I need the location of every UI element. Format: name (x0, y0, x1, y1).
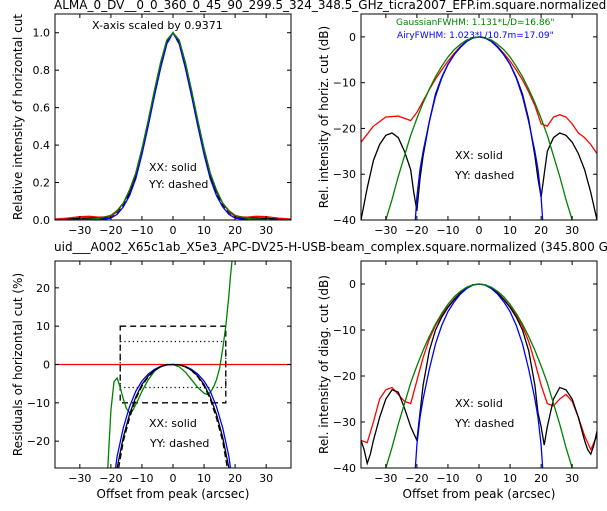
y-axis-label: Relative intensity of horizontal cut (11, 14, 25, 220)
x-tick-label: 10 (503, 472, 517, 485)
y-tick-label: 0.8 (33, 64, 51, 77)
series-line-3 (55, 31, 291, 220)
figure-title-mid: uid___A002_X65c1ab_X5e3_APC-DV25-H-USB-b… (54, 240, 607, 254)
x-tick-label: −10 (130, 224, 153, 237)
legend-entry: AiryFWHM: 1.023*L/10.7m=17.09" (397, 31, 554, 41)
annotation: YY: dashed (454, 417, 514, 430)
y-tick-label: −40 (333, 462, 356, 475)
y-tick-label: −10 (333, 324, 356, 337)
legend-entry: GaussianFWHM: 1.131*L/D=16.86" (396, 18, 554, 28)
x-tick-label: 0 (170, 224, 177, 237)
x-tick-label: 30 (565, 224, 579, 237)
x-tick-label: 30 (259, 224, 273, 237)
series-line-1 (361, 283, 597, 466)
x-tick-label: 30 (565, 472, 579, 485)
x-tick-label: −10 (436, 472, 459, 485)
y-tick-label: 0.2 (33, 177, 51, 190)
x-tick-label: 20 (228, 472, 242, 485)
series-line-3 (385, 283, 573, 468)
x-tick-label: −30 (68, 472, 91, 485)
annotation: YY: dashed (454, 169, 514, 182)
series-line-0 (55, 31, 291, 220)
y-tick-label: 0 (349, 278, 356, 291)
series-line-2 (414, 283, 544, 468)
x-tick-label: 20 (534, 472, 548, 485)
series-line-1 (55, 31, 291, 220)
series-line-3 (385, 36, 573, 220)
y-tick-label: −10 (27, 397, 50, 410)
panel-top-left: −30 −20 −10 0 10 20 30 0.0 0.2 0.4 0.6 0.8 1.0 Relati… (11, 13, 292, 237)
x-axis-label: Offset from peak (arcsec) (403, 487, 556, 501)
annotation: XX: solid (149, 161, 197, 174)
plot-area (55, 261, 291, 468)
series-line-4 (55, 31, 291, 220)
x-tick-label: −10 (436, 224, 459, 237)
axes-frame (360, 13, 598, 221)
x-tick-label: 0 (476, 224, 483, 237)
plot-area (361, 36, 597, 220)
annotation: YY: dashed (149, 437, 209, 450)
y-tick-label: 0 (43, 359, 50, 372)
x-tick-label: 30 (259, 472, 273, 485)
x-tick-label: 10 (197, 472, 211, 485)
series-line-3 (116, 363, 230, 468)
x-tick-label: −20 (99, 472, 122, 485)
y-tick-label: 10 (36, 320, 50, 333)
y-tick-label: −40 (333, 214, 356, 227)
x-tick-label: 20 (228, 224, 242, 237)
panels: −30 −20 −10 0 10 20 30 0.0 0.2 0.4 0.6 0.8 1.0 Relati… (11, 13, 598, 501)
y-tick-label: 0.6 (33, 102, 51, 115)
annotation: YY: dashed (148, 178, 208, 191)
y-tick-label: −20 (333, 122, 356, 135)
plot-area (361, 283, 597, 468)
y-tick-label: 0.4 (33, 139, 51, 152)
x-tick-label: 0 (170, 472, 177, 485)
x-tick-label: −10 (130, 472, 153, 485)
y-axis-label: Rel. intensity of horiz. cut (dB) (317, 26, 331, 208)
annotation: XX: solid (149, 417, 197, 430)
y-tick-label: −20 (333, 370, 356, 383)
figure-title-top: ALMA_0_DV__0_0_360_0_45_90_299.5_324_348… (54, 0, 606, 12)
y-tick-label: 0 (349, 31, 356, 44)
plot-area (55, 31, 291, 220)
x-tick-label: −30 (374, 224, 397, 237)
series-line-1 (361, 36, 597, 220)
x-tick-label: −20 (99, 224, 122, 237)
x-tick-label: 10 (197, 224, 211, 237)
x-axis-label: Offset from peak (arcsec) (97, 487, 250, 501)
x-tick-label: −20 (405, 224, 428, 237)
y-tick-label: −20 (27, 435, 50, 448)
y-tick-label: −30 (333, 168, 356, 181)
x-tick-label: −30 (374, 472, 397, 485)
x-tick-label: −30 (68, 224, 91, 237)
y-tick-label: 0.0 (33, 214, 51, 227)
y-tick-label: −10 (333, 77, 356, 90)
x-tick-label: 0 (476, 472, 483, 485)
x-tick-label: 20 (534, 224, 548, 237)
series-line-2 (414, 36, 544, 220)
y-tick-label: −30 (333, 416, 356, 429)
axes-frame (360, 260, 598, 469)
y-tick-label: 20 (36, 282, 50, 295)
y-axis-label: Rel. intensity of diag. cut (dB) (317, 275, 331, 454)
y-tick-label: 1.0 (33, 27, 51, 40)
y-axis-label: Residuals of horizontal cut (%) (11, 273, 25, 456)
x-tick-label: 10 (503, 224, 517, 237)
annotation: XX: solid (455, 397, 503, 410)
annotation: X-axis scaled by 0.9371 (92, 19, 223, 32)
x-tick-label: −20 (405, 472, 428, 485)
annotation: XX: solid (455, 149, 503, 162)
series-line-2 (55, 31, 291, 220)
